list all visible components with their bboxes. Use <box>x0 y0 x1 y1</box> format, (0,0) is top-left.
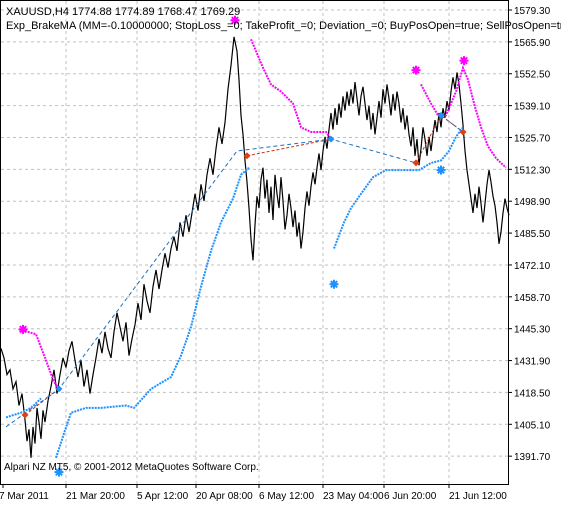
y-tick-label: 1431.90 <box>514 357 551 368</box>
trade-line-blue-series <box>440 115 464 133</box>
trade-arrow-red[interactable] <box>243 152 251 160</box>
upper-line-series <box>420 64 507 169</box>
signal-star-blue[interactable] <box>329 279 339 289</box>
trade-line-blue-series <box>5 138 417 428</box>
trade-arrow-red[interactable] <box>459 128 467 136</box>
y-tick-label: 1445.30 <box>514 325 551 336</box>
y-tick-label: 1565.90 <box>514 38 551 49</box>
marker-layer <box>18 15 469 477</box>
trade-line-red-series <box>415 114 464 164</box>
x-tick-label: 6 Jun 20:00 <box>384 491 437 502</box>
upper-line-series <box>250 38 332 140</box>
lower-line-series <box>333 126 464 249</box>
grid <box>1 1 508 484</box>
y-tick-label: 1512.30 <box>514 165 551 176</box>
copyright-label: Alpari NZ MT5, © 2001-2012 MetaQuotes So… <box>4 462 259 473</box>
signal-star-magenta[interactable] <box>411 65 421 75</box>
trade-arrow-blue[interactable] <box>437 111 445 119</box>
signal-star-magenta[interactable] <box>459 56 469 66</box>
y-tick-label: 1525.70 <box>514 133 551 144</box>
signal-star-blue[interactable] <box>436 165 446 175</box>
symbol-info: XAUUSD,H4 1774.88 1774.89 1768.47 1769.2… <box>6 6 240 18</box>
x-axis: 7 Mar 2011 21 Mar 20:00 5 Apr 12:00 20 Apr … <box>0 484 507 502</box>
x-tick-label: 21 Mar 20:00 <box>66 491 125 502</box>
y-tick-label: 1552.50 <box>514 70 551 81</box>
indicator-info: Exp_BrakeMA (MM=-0.10000000; StopLoss_=0… <box>6 20 561 32</box>
y-tick-label: 1391.70 <box>514 452 551 463</box>
y-tick-label: 1579.30 <box>514 6 551 17</box>
x-tick-label: 21 Jun 12:00 <box>449 491 507 502</box>
x-tick-label: 23 May 04:00 <box>323 491 384 502</box>
x-tick-label: 20 Apr 08:00 <box>196 491 253 502</box>
series-layer <box>0 36 510 459</box>
plot-frame <box>0 0 509 485</box>
y-tick-label: 1485.50 <box>514 229 551 240</box>
x-tick-label: 5 Apr 12:00 <box>137 491 189 502</box>
trade-arrow-blue[interactable] <box>327 135 335 143</box>
y-tick-label: 1418.50 <box>514 388 551 399</box>
trade-arrow-red[interactable] <box>412 159 420 167</box>
trade-line-red-series <box>246 138 332 157</box>
y-tick-label: 1458.70 <box>514 293 551 304</box>
y-tick-label: 1498.90 <box>514 197 551 208</box>
signal-star-blue[interactable] <box>54 467 64 477</box>
y-tick-label: 1539.10 <box>514 102 551 113</box>
signal-star-magenta[interactable] <box>230 15 240 25</box>
signal-star-magenta[interactable] <box>18 324 28 334</box>
price-series <box>0 36 510 458</box>
axis-layer: 1579.30 1565.90 1552.50 1539.10 1525.70 1512.… <box>0 0 551 502</box>
upper-line-series <box>18 328 59 390</box>
trade-arrow-blue[interactable] <box>55 385 63 393</box>
lower-line-series <box>5 397 42 419</box>
trade-arrow-red[interactable] <box>21 411 29 419</box>
x-tick-label: 7 Mar 2011 <box>0 491 49 502</box>
x-tick-label: 6 May 12:00 <box>259 491 314 502</box>
y-axis: 1579.30 1565.90 1552.50 1539.10 1525.70 1512.… <box>508 6 551 463</box>
lower-line-series <box>55 166 250 459</box>
y-tick-label: 1405.10 <box>514 420 551 431</box>
y-tick-label: 1472.10 <box>514 261 551 272</box>
